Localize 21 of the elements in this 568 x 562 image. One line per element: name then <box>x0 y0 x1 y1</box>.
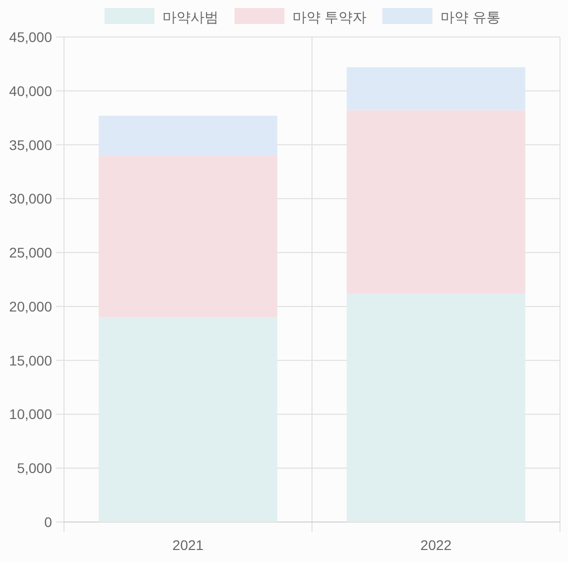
bar <box>346 67 526 110</box>
legend-label: 마약 유통 <box>440 9 500 25</box>
y-tick-label: 35,000 <box>9 136 52 153</box>
y-tick-label: 0 <box>44 514 52 530</box>
x-tick-label: 2022 <box>420 537 452 553</box>
y-tick-label: 20,000 <box>9 298 52 314</box>
legend-label: 마약 투약자 <box>292 9 366 25</box>
y-tick-label: 15,000 <box>9 352 52 368</box>
y-tick-label: 30,000 <box>9 190 52 207</box>
legend-label: 마약사범 <box>162 9 218 25</box>
bar <box>346 110 526 294</box>
bar <box>346 294 526 522</box>
bar <box>98 317 278 522</box>
y-tick-label: 25,000 <box>9 244 52 261</box>
y-tick-label: 40,000 <box>9 82 52 99</box>
y-tick-label: 10,000 <box>9 406 52 422</box>
bar <box>98 156 278 318</box>
y-tick-label: 45,000 <box>9 29 52 45</box>
x-tick-label: 2021 <box>172 537 204 553</box>
bar <box>98 116 278 156</box>
y-tick-label: 5,000 <box>16 460 52 476</box>
